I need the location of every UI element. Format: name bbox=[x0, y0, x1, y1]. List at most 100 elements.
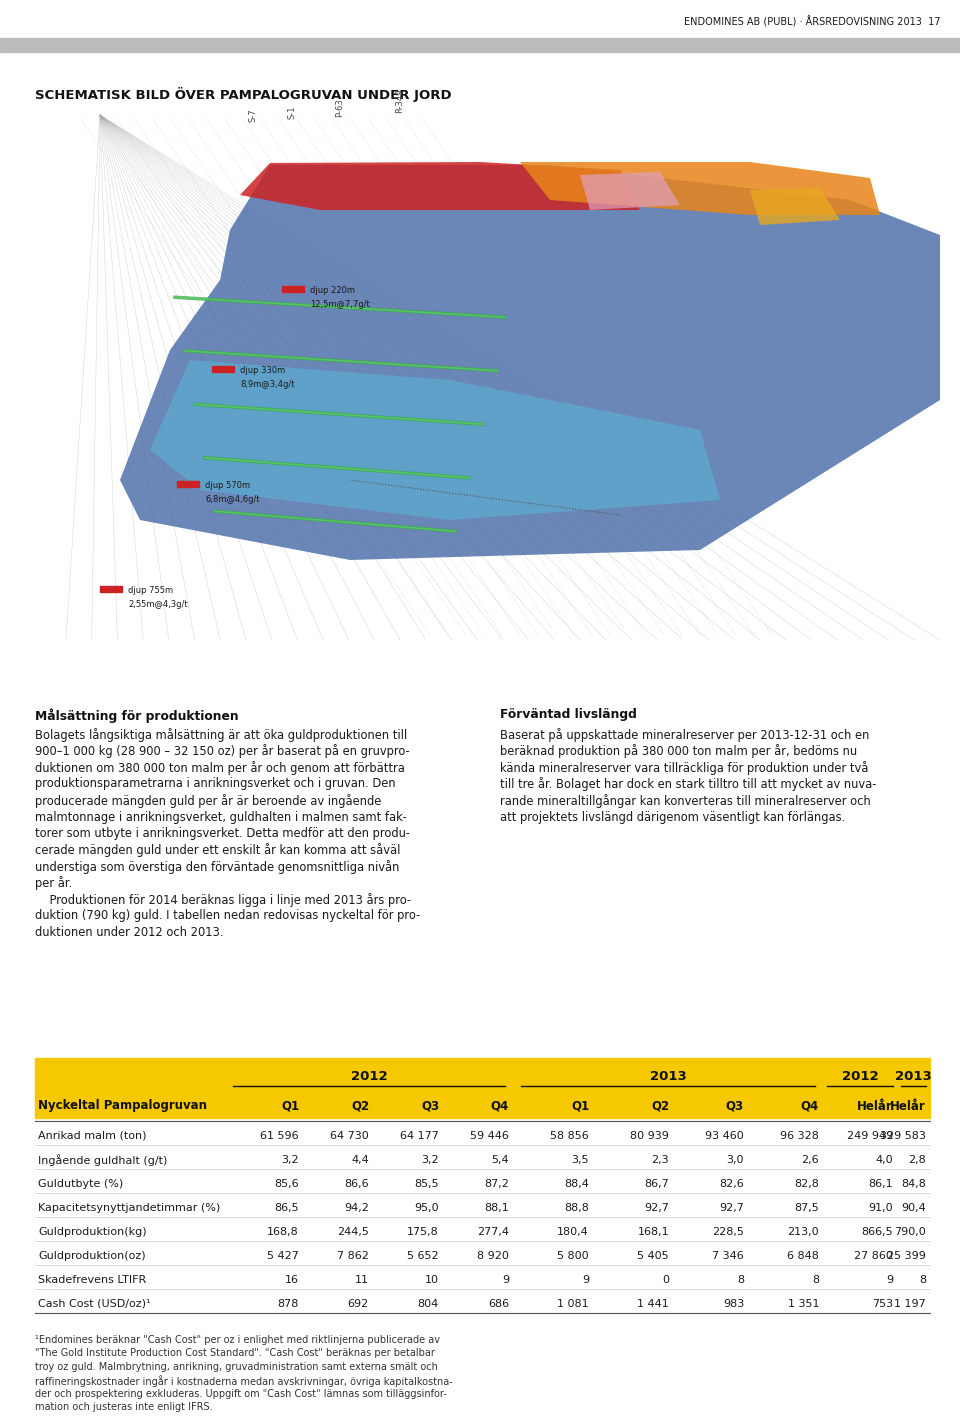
Text: ENDOMINES AB (PUBL) · ÅRSREDOVISNING 2013  17: ENDOMINES AB (PUBL) · ÅRSREDOVISNING 201… bbox=[684, 17, 940, 28]
Text: djup 330m: djup 330m bbox=[240, 365, 285, 375]
Text: 87,2: 87,2 bbox=[484, 1180, 509, 1189]
Text: 228,5: 228,5 bbox=[712, 1228, 744, 1238]
Text: 80 939: 80 939 bbox=[630, 1131, 669, 1141]
Text: 86,6: 86,6 bbox=[345, 1180, 369, 1189]
Text: 2,8: 2,8 bbox=[908, 1155, 926, 1165]
Text: 9: 9 bbox=[582, 1274, 589, 1284]
Bar bbox=[35, 1058, 930, 1119]
Text: till tre år. Bolaget har dock en stark tilltro till att mycket av nuva-: till tre år. Bolaget har dock en stark t… bbox=[500, 777, 876, 792]
Text: 3,5: 3,5 bbox=[571, 1155, 589, 1165]
Text: djup 755m: djup 755m bbox=[128, 586, 173, 595]
Text: 7 862: 7 862 bbox=[337, 1250, 369, 1262]
Text: 692: 692 bbox=[348, 1298, 369, 1308]
Text: 7 346: 7 346 bbox=[712, 1250, 744, 1262]
Text: 82,8: 82,8 bbox=[794, 1180, 819, 1189]
Text: 3,2: 3,2 bbox=[421, 1155, 439, 1165]
Text: per år.: per år. bbox=[35, 877, 72, 891]
Text: 58 856: 58 856 bbox=[550, 1131, 589, 1141]
Text: 2013: 2013 bbox=[895, 1069, 932, 1082]
Text: 753: 753 bbox=[872, 1298, 893, 1308]
Text: 168,8: 168,8 bbox=[267, 1228, 299, 1238]
Text: 8: 8 bbox=[737, 1274, 744, 1284]
Text: 6,8m@4,6g/t: 6,8m@4,6g/t bbox=[205, 496, 259, 504]
Text: 88,4: 88,4 bbox=[564, 1180, 589, 1189]
Text: 686: 686 bbox=[488, 1298, 509, 1308]
Bar bbox=[100, 586, 122, 592]
Polygon shape bbox=[150, 360, 720, 520]
Polygon shape bbox=[580, 171, 680, 210]
Text: producerade mängden guld per år är beroende av ingående: producerade mängden guld per år är beroe… bbox=[35, 794, 381, 809]
Text: 0: 0 bbox=[662, 1274, 669, 1284]
Text: Cash Cost (USD/oz)¹: Cash Cost (USD/oz)¹ bbox=[38, 1298, 151, 1308]
Text: 25 399: 25 399 bbox=[887, 1250, 926, 1262]
Text: 2013: 2013 bbox=[650, 1069, 686, 1082]
Text: Q1: Q1 bbox=[571, 1099, 589, 1113]
Text: 9: 9 bbox=[886, 1274, 893, 1284]
Text: raffineringskostnader ingår i kostnaderna medan avskrivningar, övriga kapitalkos: raffineringskostnader ingår i kostnadern… bbox=[35, 1375, 453, 1388]
Text: 900–1 000 kg (28 900 – 32 150 oz) per år baserat på en gruvpro-: 900–1 000 kg (28 900 – 32 150 oz) per år… bbox=[35, 745, 410, 759]
Text: 9: 9 bbox=[502, 1274, 509, 1284]
Polygon shape bbox=[120, 166, 940, 559]
Text: Guldproduktion(kg): Guldproduktion(kg) bbox=[38, 1228, 147, 1238]
Bar bbox=[282, 286, 304, 292]
Text: Kapacitetsynyttjandetimmar (%): Kapacitetsynyttjandetimmar (%) bbox=[38, 1204, 220, 1214]
Text: S-1: S-1 bbox=[287, 106, 297, 119]
Text: 6 848: 6 848 bbox=[787, 1250, 819, 1262]
Text: 804: 804 bbox=[418, 1298, 439, 1308]
Text: mation och justeras inte enligt IFRS.: mation och justeras inte enligt IFRS. bbox=[35, 1402, 212, 1413]
Text: Q1: Q1 bbox=[281, 1099, 299, 1113]
Bar bbox=[212, 365, 234, 372]
Text: duktion (790 kg) guld. I tabellen nedan redovisas nyckeltal för pro-: duktion (790 kg) guld. I tabellen nedan … bbox=[35, 909, 420, 922]
Text: 5 405: 5 405 bbox=[637, 1250, 669, 1262]
Text: 90,4: 90,4 bbox=[901, 1204, 926, 1214]
Text: 91,0: 91,0 bbox=[869, 1204, 893, 1214]
Text: Q4: Q4 bbox=[801, 1099, 819, 1113]
Text: djup 220m: djup 220m bbox=[310, 286, 355, 295]
Text: 86,1: 86,1 bbox=[869, 1180, 893, 1189]
Text: 82,6: 82,6 bbox=[719, 1180, 744, 1189]
Text: 95,0: 95,0 bbox=[415, 1204, 439, 1214]
Text: SCHEMATISK BILD ÖVER PAMPALOGRUVAN UNDER JORD: SCHEMATISK BILD ÖVER PAMPALOGRUVAN UNDER… bbox=[35, 88, 451, 102]
Text: 5 800: 5 800 bbox=[558, 1250, 589, 1262]
Text: 88,8: 88,8 bbox=[564, 1204, 589, 1214]
Polygon shape bbox=[240, 161, 640, 210]
Text: 180,4: 180,4 bbox=[557, 1228, 589, 1238]
Text: 96 328: 96 328 bbox=[780, 1131, 819, 1141]
Text: 866,5: 866,5 bbox=[861, 1228, 893, 1238]
Text: 8: 8 bbox=[919, 1274, 926, 1284]
Text: 12,5m@7,7g/t: 12,5m@7,7g/t bbox=[310, 300, 370, 309]
Text: att projektets livslängd därigenom väsentligt kan förlängas.: att projektets livslängd därigenom väsen… bbox=[500, 810, 845, 824]
Text: 87,5: 87,5 bbox=[794, 1204, 819, 1214]
Text: Q4: Q4 bbox=[491, 1099, 509, 1113]
Text: 5 652: 5 652 bbox=[407, 1250, 439, 1262]
Text: 1 197: 1 197 bbox=[895, 1298, 926, 1308]
Text: 8: 8 bbox=[812, 1274, 819, 1284]
Text: 1 441: 1 441 bbox=[637, 1298, 669, 1308]
Text: ¹Endomines beräknar "Cash Cost" per oz i enlighet med riktlinjerna publicerade a: ¹Endomines beräknar "Cash Cost" per oz i… bbox=[35, 1335, 440, 1345]
Text: 3,0: 3,0 bbox=[727, 1155, 744, 1165]
Bar bbox=[0, 38, 960, 52]
Text: 2,3: 2,3 bbox=[652, 1155, 669, 1165]
Text: 85,6: 85,6 bbox=[275, 1180, 299, 1189]
Text: 16: 16 bbox=[285, 1274, 299, 1284]
Text: Q3: Q3 bbox=[420, 1099, 439, 1113]
Text: Q2: Q2 bbox=[651, 1099, 669, 1113]
Text: Produktionen för 2014 beräknas ligga i linje med 2013 års pro-: Produktionen för 2014 beräknas ligga i l… bbox=[35, 893, 411, 908]
Text: Målsättning för produktionen: Målsättning för produktionen bbox=[35, 708, 239, 722]
Text: 86,5: 86,5 bbox=[275, 1204, 299, 1214]
Text: S-7: S-7 bbox=[249, 109, 257, 122]
Text: 277,4: 277,4 bbox=[477, 1228, 509, 1238]
Text: 2012: 2012 bbox=[842, 1069, 878, 1082]
Text: der och prospektering exkluderas. Uppgift om "Cash Cost" lämnas som tilläggsinfo: der och prospektering exkluderas. Uppgif… bbox=[35, 1389, 446, 1399]
Text: Helår: Helår bbox=[890, 1099, 926, 1113]
Text: 244,5: 244,5 bbox=[337, 1228, 369, 1238]
Text: 2,55m@4,3g/t: 2,55m@4,3g/t bbox=[128, 600, 187, 609]
Text: P-63: P-63 bbox=[335, 98, 345, 118]
Text: 64 177: 64 177 bbox=[400, 1131, 439, 1141]
Text: 983: 983 bbox=[723, 1298, 744, 1308]
Text: 93 460: 93 460 bbox=[706, 1131, 744, 1141]
Text: 61 596: 61 596 bbox=[260, 1131, 299, 1141]
Text: 168,1: 168,1 bbox=[637, 1228, 669, 1238]
Polygon shape bbox=[750, 188, 840, 225]
Text: 2012: 2012 bbox=[350, 1069, 387, 1082]
